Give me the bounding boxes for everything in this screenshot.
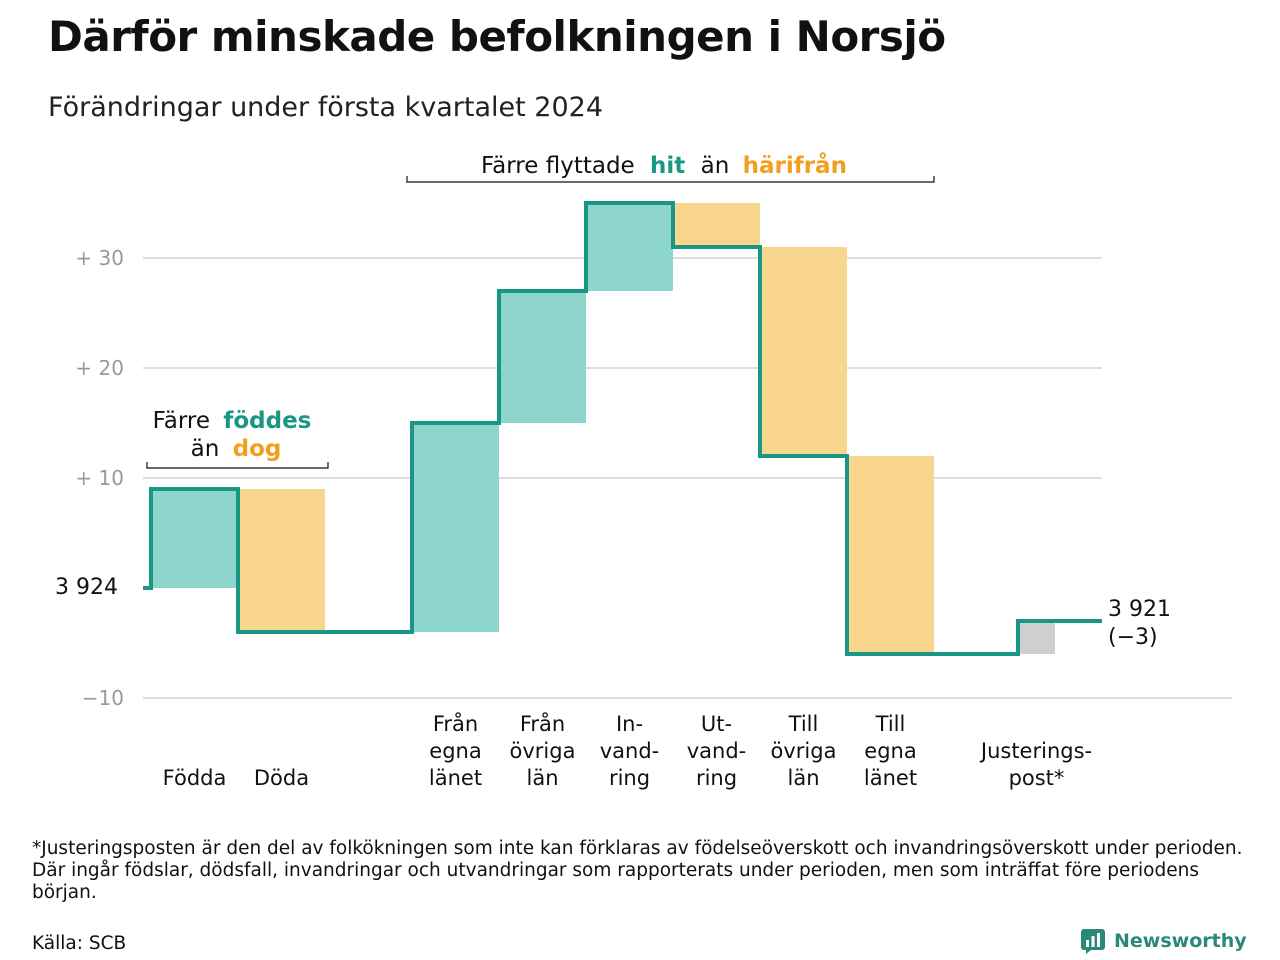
cumulative-step-line bbox=[143, 201, 1102, 656]
moves-annotation-harifran: härifrån bbox=[743, 152, 847, 179]
bar-increase bbox=[586, 203, 673, 291]
end-value-label: 3 921 bbox=[1108, 597, 1171, 622]
newsworthy-logo-text: Newsworthy bbox=[1114, 930, 1247, 952]
bar-decrease bbox=[673, 203, 760, 247]
category-label: län bbox=[526, 766, 558, 790]
category-label: post* bbox=[1009, 766, 1065, 790]
category-label: länet bbox=[429, 766, 482, 790]
category-label: In- bbox=[616, 712, 643, 736]
bar-increase bbox=[151, 489, 238, 588]
svg-text:Färre föddes: Färre föddes bbox=[153, 408, 312, 434]
bar-increase bbox=[412, 423, 499, 632]
category-label: vand- bbox=[600, 739, 660, 763]
start-value-label: 3 924 bbox=[55, 575, 118, 600]
moves-bracket bbox=[406, 176, 935, 183]
bar-decrease bbox=[238, 489, 325, 632]
y-tick-label: + 10 bbox=[75, 466, 124, 490]
category-label: övriga bbox=[510, 739, 576, 763]
moves-annotation-text: Färre flyttade bbox=[481, 153, 635, 179]
chart-title: Därför minskade befolkningen i Norsjö bbox=[48, 12, 946, 61]
births-annotation-text-2: än bbox=[191, 436, 220, 462]
svg-text:Färre flyttade hit: Färre flyttade hit än härifrån bbox=[481, 152, 847, 179]
category-labels: Födda Döda Från egna länet Från övriga län In-va… bbox=[163, 711, 1092, 790]
moves-annotation: Färre flyttade hit än härifrån bbox=[406, 152, 935, 183]
bars bbox=[151, 203, 1055, 654]
category-label: Ut- bbox=[701, 712, 732, 736]
births-annotation-text: Färre bbox=[153, 408, 210, 434]
source-label: Källa: SCB bbox=[32, 933, 127, 954]
moves-annotation-mid: än bbox=[701, 153, 730, 179]
bar-decrease bbox=[760, 247, 847, 456]
bar-adjustment bbox=[1018, 621, 1055, 654]
bar-decrease bbox=[847, 456, 934, 654]
bar-increase bbox=[499, 291, 586, 423]
category-label: länet bbox=[864, 766, 917, 790]
newsworthy-logo-icon bbox=[1081, 929, 1105, 954]
category-label: ring bbox=[609, 766, 650, 790]
waterfall-chart: + 30 + 20 + 10 −10 Födda Döda Från egna länet Fr… bbox=[55, 152, 1232, 790]
svg-text:än dog: än dog bbox=[191, 436, 282, 462]
category-label: Döda bbox=[254, 766, 309, 790]
newsworthy-logo[interactable]: Newsworthy bbox=[1080, 928, 1247, 954]
y-tick-label: −10 bbox=[82, 686, 124, 710]
category-label: egna bbox=[429, 739, 481, 763]
y-axis-ticks: + 30 + 20 + 10 −10 bbox=[75, 246, 124, 710]
deaths-annotation-highlight: dog bbox=[233, 436, 282, 462]
end-change-label: (−3) bbox=[1108, 625, 1158, 650]
category-label: Från bbox=[520, 711, 565, 736]
category-label: Till bbox=[788, 712, 819, 736]
y-tick-label: + 30 bbox=[75, 246, 124, 270]
moves-annotation-hit: hit bbox=[650, 153, 685, 179]
category-label: ring bbox=[696, 766, 737, 790]
category-label: övriga bbox=[771, 739, 837, 763]
footnote: *Justeringsposten är den del av folkökni… bbox=[32, 838, 1243, 903]
category-label: Födda bbox=[163, 766, 227, 790]
births-annotation-highlight: föddes bbox=[223, 408, 311, 434]
category-label: Justerings- bbox=[979, 739, 1092, 763]
category-label: Till bbox=[875, 712, 906, 736]
category-label: Från bbox=[433, 711, 478, 736]
births-bracket bbox=[146, 462, 329, 469]
chart-subtitle: Förändringar under första kvartalet 2024 bbox=[48, 92, 604, 123]
y-tick-label: + 20 bbox=[75, 356, 124, 380]
category-label: län bbox=[787, 766, 819, 790]
category-label: vand- bbox=[687, 739, 747, 763]
births-annotation: Färre föddes än dog bbox=[146, 408, 329, 469]
category-label: egna bbox=[864, 739, 916, 763]
